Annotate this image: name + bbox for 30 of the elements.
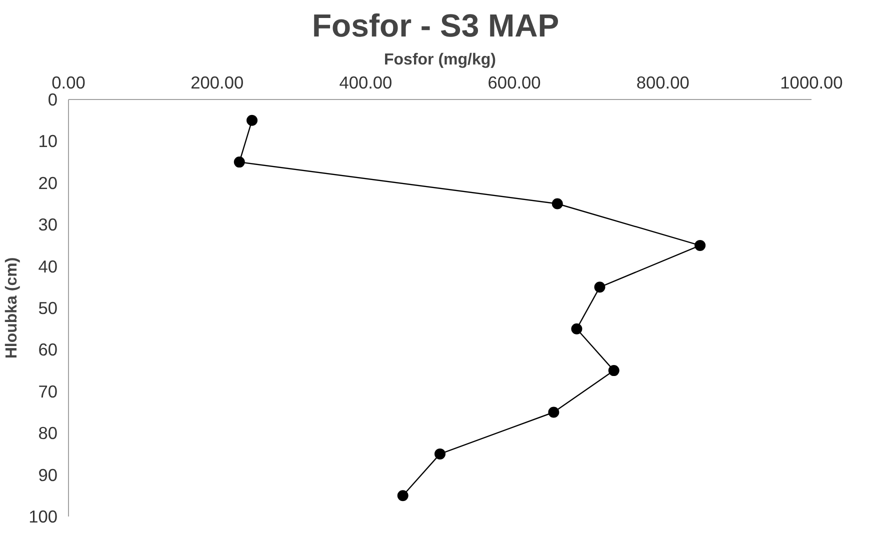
y-tick-label: 80 xyxy=(38,423,58,444)
y-tick-label: 20 xyxy=(38,172,58,193)
x-tick-label: 0.00 xyxy=(52,72,86,92)
y-tick-label: 30 xyxy=(38,214,58,235)
y-axis-title: Hloubka (cm) xyxy=(4,257,21,359)
x-tick-label: 800.00 xyxy=(636,72,690,92)
point xyxy=(548,406,560,418)
point xyxy=(434,448,446,460)
y-tick-label: 40 xyxy=(38,256,58,276)
x-tick-label: 600.00 xyxy=(488,72,541,92)
y-tick-label: 70 xyxy=(38,381,58,402)
x-tick-label: 400.00 xyxy=(339,72,392,92)
y-tick-label: 10 xyxy=(38,131,58,152)
chart-title: Fosfor - S3 MAP xyxy=(312,8,560,44)
point xyxy=(246,114,258,126)
point xyxy=(608,365,620,376)
y-tick-label: 60 xyxy=(38,340,58,360)
point xyxy=(571,323,582,334)
point xyxy=(552,198,563,210)
y-tick-label: 100 xyxy=(28,506,58,526)
point xyxy=(397,490,408,502)
x-tick-label: 200.00 xyxy=(190,72,244,92)
x-tick-label: 1000.00 xyxy=(780,72,843,92)
x-axis-title: Fosfor (mg/kg) xyxy=(384,52,496,68)
y-tick-label: 0 xyxy=(48,90,58,110)
y-tick-label: 50 xyxy=(38,298,58,318)
point xyxy=(594,282,606,293)
point xyxy=(694,240,706,251)
y-tick-label: 90 xyxy=(38,464,58,485)
point xyxy=(234,156,245,168)
